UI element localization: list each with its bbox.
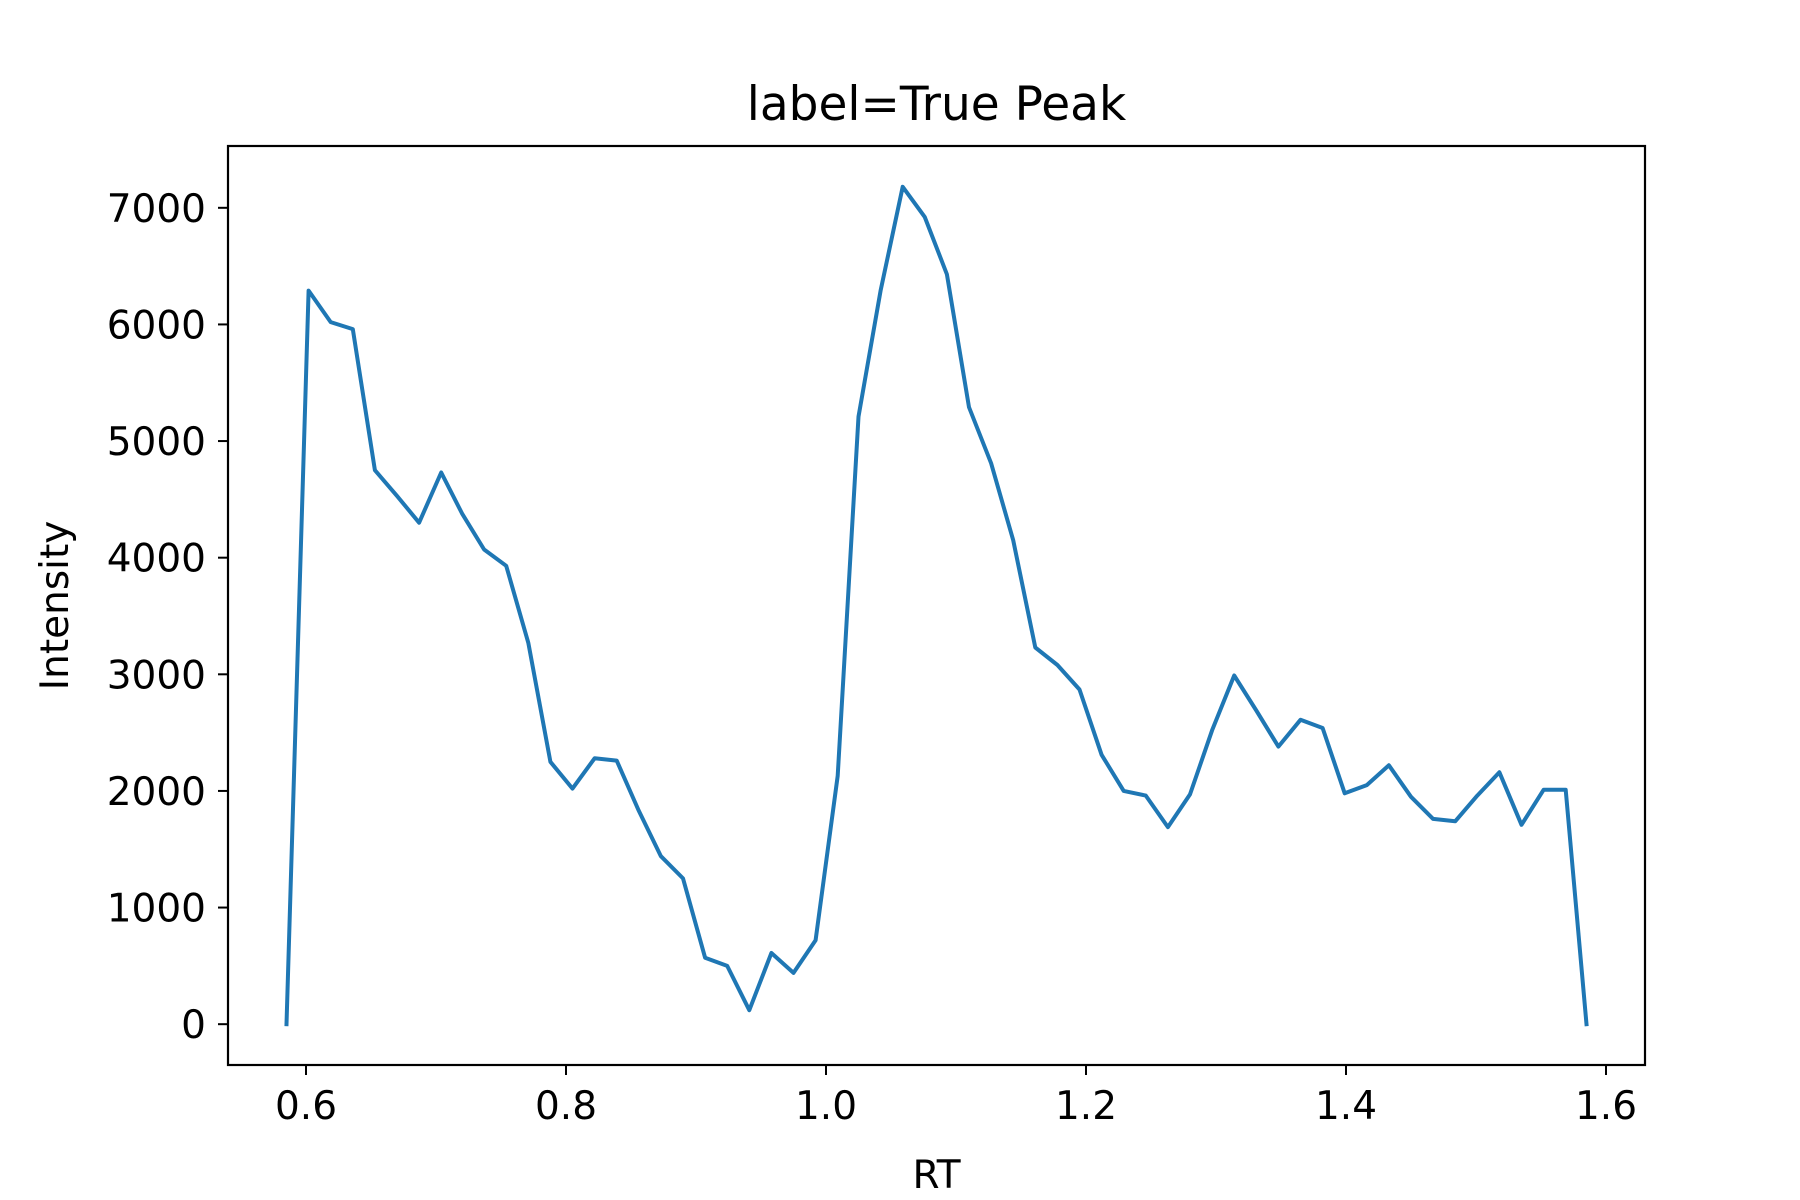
series-line [284,184,1589,1027]
y-tick-label: 3000 [107,653,206,698]
x-tick-label: 1.6 [1575,1084,1637,1129]
x-axis-label: RT [912,1153,960,1198]
y-tick-label: 6000 [107,303,206,348]
y-tick-label: 2000 [107,770,206,815]
y-tick-label: 5000 [107,420,206,465]
chart-title: label=True Peak [747,77,1127,132]
x-axis-ticks: 0.6 0.8 1.0 1.2 1.4 1.6 [275,1065,1637,1129]
y-tick-label: 4000 [107,537,206,582]
x-tick-label: 0.8 [535,1084,597,1129]
plot-area-frame [226,144,1647,1067]
y-axis-label: Intensity [33,521,78,691]
y-axis-ticks: 0 1000 2000 3000 4000 5000 6000 7000 [107,187,228,1048]
y-tick-label: 7000 [107,187,206,232]
x-tick-label: 1.2 [1055,1084,1117,1129]
y-tick-label: 1000 [107,887,206,932]
y-tick-label: 0 [181,1003,206,1048]
x-tick-label: 1.4 [1315,1084,1377,1129]
x-tick-label: 0.6 [275,1084,337,1129]
x-tick-label: 1.0 [795,1084,857,1129]
